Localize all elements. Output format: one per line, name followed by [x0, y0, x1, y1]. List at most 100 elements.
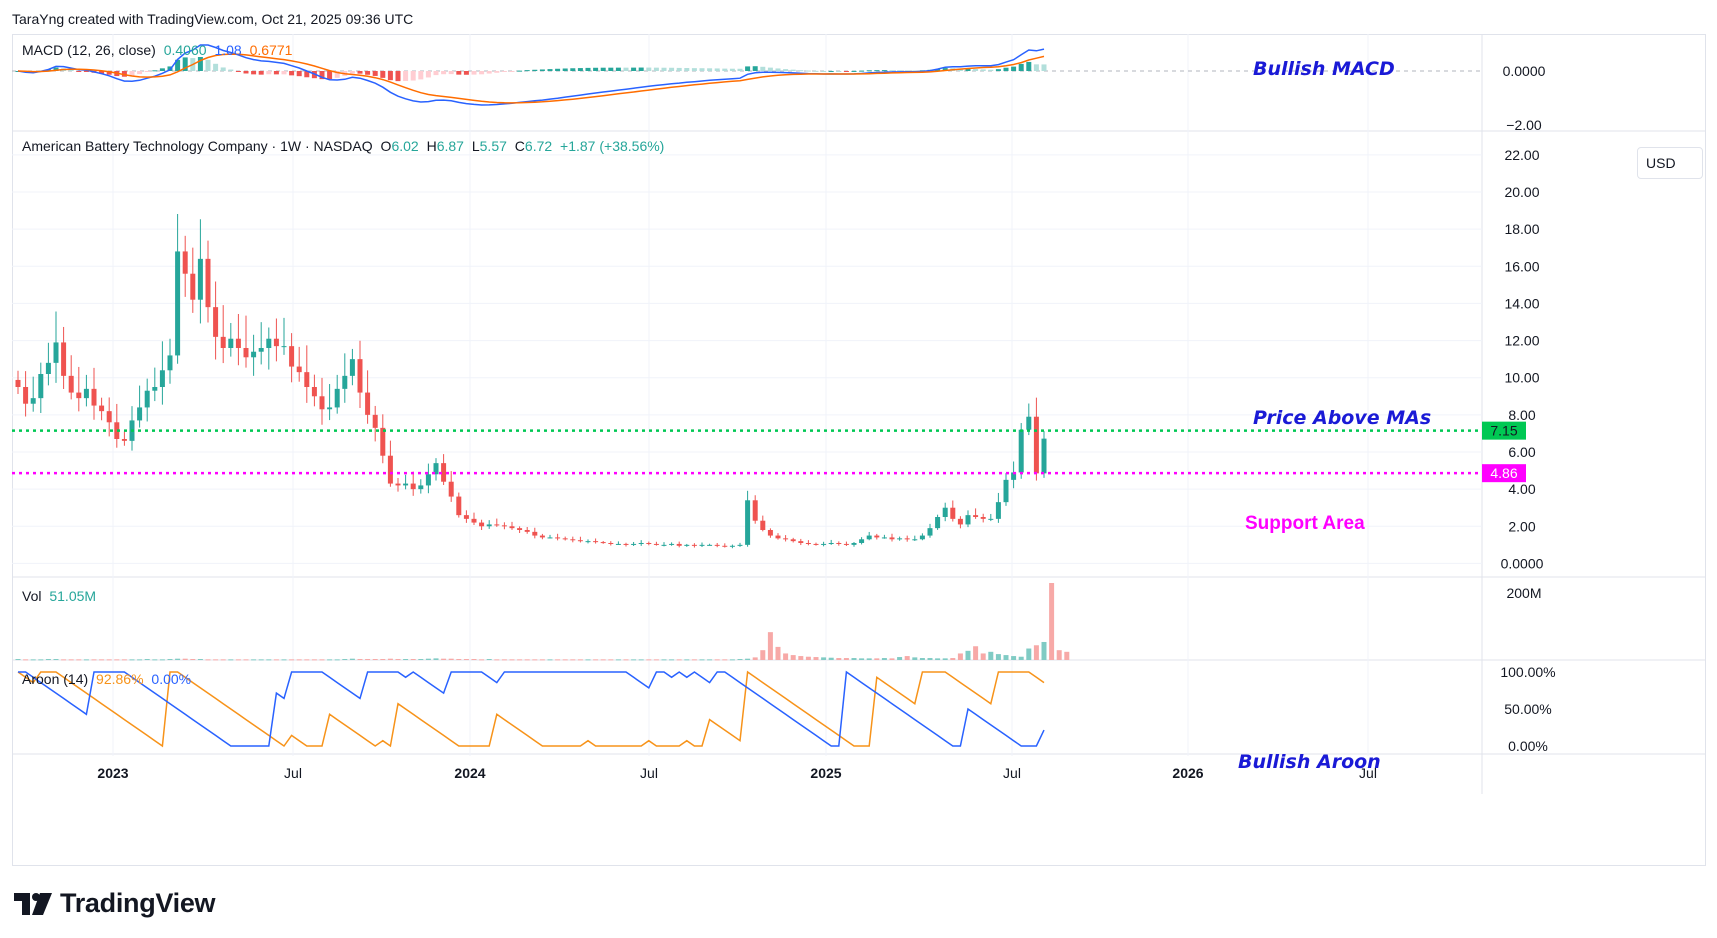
volume-bar — [501, 659, 507, 661]
candle-body — [251, 351, 257, 358]
volume-bar — [973, 646, 979, 660]
price-tick-label: 16.00 — [1504, 258, 1539, 274]
candle-body — [699, 544, 705, 546]
candle-body — [357, 359, 363, 393]
macd-histogram-bar — [752, 66, 758, 71]
volume-bar — [555, 659, 561, 661]
macd-signal-line — [17, 53, 1045, 104]
candle-body — [821, 543, 827, 545]
volume-bar — [547, 659, 553, 661]
macd-histogram-bar — [790, 69, 796, 71]
volume-bar — [1003, 655, 1009, 660]
volume-bar — [258, 659, 264, 661]
volume-bar — [281, 659, 287, 661]
macd-histogram-bar — [327, 71, 333, 80]
volume-bar — [593, 659, 599, 661]
candle-body — [775, 535, 781, 539]
volume-bar — [623, 659, 629, 661]
macd-histogram-bar — [973, 69, 979, 71]
macd-histogram-bar — [433, 71, 439, 76]
volume-bar — [813, 657, 819, 660]
volume-bar — [707, 659, 713, 661]
candle-body — [463, 515, 469, 519]
volume-bar — [456, 659, 462, 661]
candle-body — [311, 387, 317, 397]
candle-body — [61, 342, 67, 376]
candle-body — [334, 388, 340, 408]
chart-attribution: TaraYng created with TradingView.com, Oc… — [12, 11, 414, 27]
macd-legend-macd: 1.08 — [214, 42, 242, 58]
candle-body — [539, 535, 545, 538]
volume-bar — [790, 655, 796, 660]
candle-body — [1003, 479, 1009, 503]
stock-chart[interactable]: 2023 Jul 2024 Jul 2025 Jul 2026 Jul 22.00 20.00 18… — [12, 34, 1706, 866]
resistance-price-label: 7.15 — [1490, 423, 1517, 439]
macd-histogram-bar — [403, 71, 409, 81]
macd-histogram-bar — [175, 59, 181, 71]
candle-body — [91, 388, 97, 406]
volume-bar — [889, 658, 895, 660]
macd-histogram-bar — [669, 67, 675, 71]
macd-histogram-bar — [144, 71, 150, 72]
macd-histogram-bar — [577, 68, 583, 71]
candle-body — [935, 517, 941, 529]
time-tick-label: 2023 — [97, 765, 128, 781]
aroon-tick-label: 100.00% — [1500, 664, 1555, 680]
volume-bar — [30, 659, 36, 661]
support-price-label-bg — [1482, 464, 1526, 483]
candle-body — [175, 251, 181, 356]
macd-histogram-bar — [68, 69, 74, 71]
candle-body — [509, 526, 515, 529]
macd-histogram-bar — [106, 71, 112, 75]
currency-button[interactable]: USD — [1637, 147, 1703, 179]
candle-body — [524, 530, 530, 532]
price-tick-label: 6.00 — [1508, 444, 1535, 460]
volume-bar — [1018, 656, 1024, 660]
macd-histogram-bar — [501, 71, 507, 72]
volume-bar — [995, 654, 1001, 660]
macd-histogram-bar — [486, 71, 492, 74]
volume-bar — [517, 659, 523, 661]
candle-body — [68, 375, 74, 393]
candle-body — [205, 258, 211, 308]
candle-body — [281, 346, 287, 348]
volume-bar — [220, 659, 226, 661]
macd-histogram-bar — [714, 68, 720, 71]
macd-histogram-bar — [99, 71, 105, 74]
volume-bar — [805, 656, 811, 660]
macd-histogram-bar — [881, 70, 887, 72]
candle-body — [722, 545, 728, 547]
candle-body — [106, 411, 112, 423]
macd-histogram-bar — [182, 57, 188, 71]
candle-body — [23, 387, 29, 404]
macd-line — [17, 44, 1045, 106]
candle-body — [372, 414, 378, 428]
candle-body — [707, 544, 713, 546]
volume-bar — [600, 659, 606, 661]
volume-bar — [15, 659, 21, 661]
tradingview-logo-icon — [14, 892, 52, 915]
macd-histogram-bar — [889, 70, 895, 72]
macd-histogram-bar — [380, 71, 386, 78]
volume-bar — [562, 659, 568, 661]
macd-histogram-bar — [570, 68, 576, 71]
volume-bar — [494, 659, 500, 661]
volume-bar — [957, 653, 963, 660]
candle-body — [745, 500, 751, 545]
volume-bar — [691, 659, 697, 661]
volume-bar — [479, 659, 485, 661]
candle-body — [600, 542, 606, 544]
volume-bar — [334, 659, 340, 661]
macd-histogram-bar — [988, 69, 994, 71]
volume-bar — [213, 659, 219, 661]
candle-body — [1011, 472, 1017, 480]
volume-bar — [91, 659, 97, 661]
macd-histogram-bar — [859, 70, 865, 72]
volume-bar — [881, 658, 887, 660]
volume-legend-name: Vol — [22, 588, 42, 604]
candle-body — [950, 507, 956, 519]
candle-body — [501, 525, 507, 527]
volume-bar — [167, 659, 173, 661]
macd-histogram-bar — [425, 71, 431, 78]
candle-body — [182, 251, 188, 274]
